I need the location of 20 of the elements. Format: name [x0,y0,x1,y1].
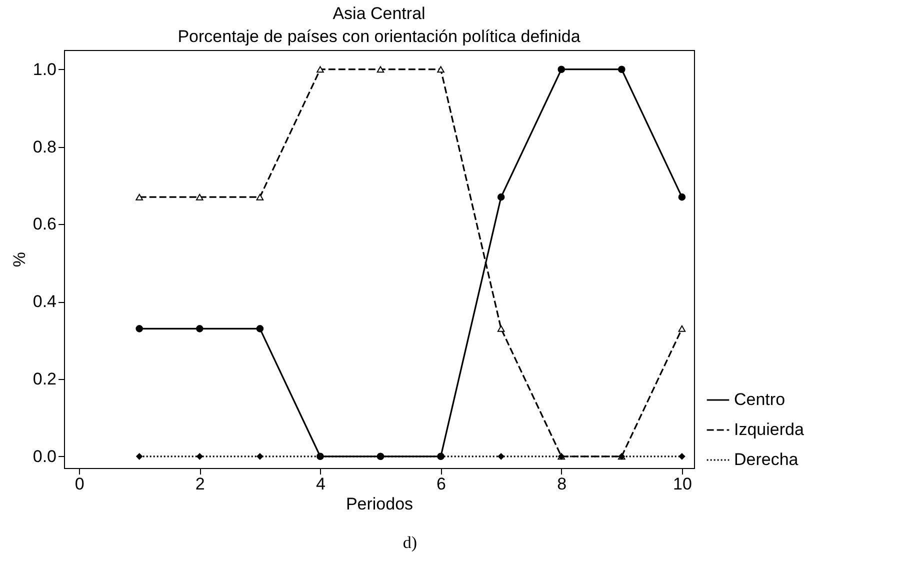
y-tick-label: 0.8 [32,137,56,156]
text: d) [402,533,418,553]
y-tick-label: 1.0 [32,60,56,79]
legend-label: Derecha [734,450,799,469]
x-tick-label: 6 [436,474,446,494]
x-tick-label: 8 [557,474,567,494]
y-axis-title: % [10,252,29,268]
x-tick-label: 2 [195,474,205,494]
y-tick-label: 0.0 [32,446,56,466]
x-tick-label: 4 [316,474,326,494]
y-tick-label: 0.2 [32,369,56,388]
y-tick-label: 0.4 [32,292,56,312]
chart-title: Asia Central [332,4,426,23]
x-tick-label: 10 [672,474,692,494]
x-tick-label: 0 [74,474,84,494]
legend-label: Centro [734,390,786,409]
chart-subtitle: Porcentaje de países con orientación política definida [178,27,581,46]
x-axis-title: Periodos [346,494,414,514]
y-tick-label: 0.6 [32,214,56,234]
legend-label: Izquierda [734,420,804,439]
